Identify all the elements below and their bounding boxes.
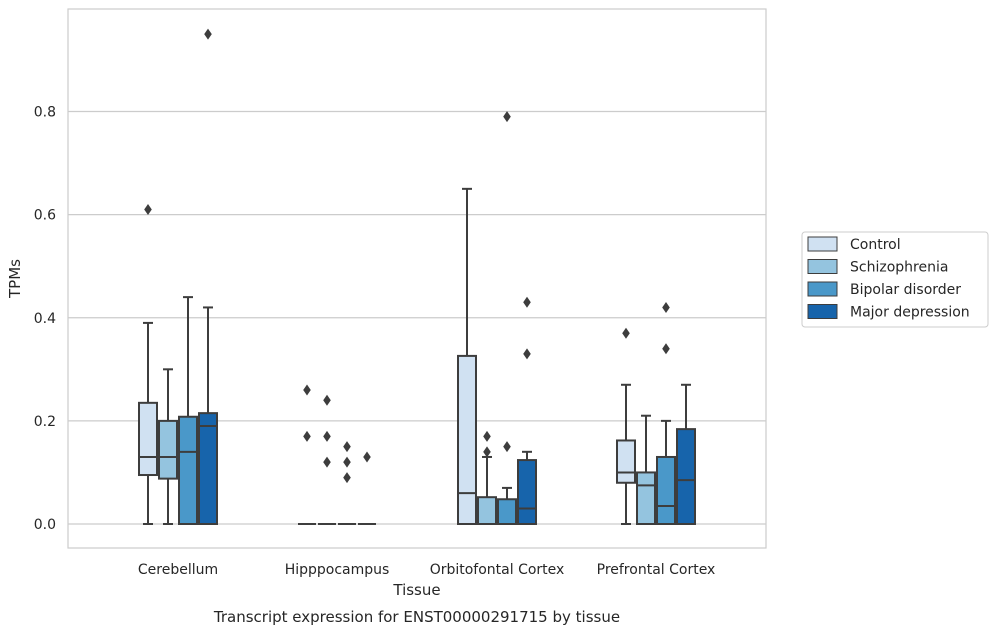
legend-swatch: [807, 259, 838, 274]
outlier-point: [343, 456, 351, 468]
outlier-point: [662, 343, 670, 355]
box-group: [636, 414, 656, 525]
box-group: [358, 451, 376, 525]
box-iqr: [636, 471, 656, 525]
legend-swatch: [807, 304, 838, 319]
box-group: [198, 28, 218, 525]
x-tick-label: Prefrontal Cortex: [597, 562, 716, 578]
outlier-point: [323, 430, 331, 442]
box-group: [517, 296, 537, 525]
plot-frame: [67, 8, 767, 549]
chart-caption: Transcript expression for ENST0000029171…: [213, 608, 620, 626]
outlier-point: [662, 301, 670, 313]
outlier-point: [483, 446, 491, 458]
box-iqr: [676, 428, 696, 525]
legend-swatch: [807, 236, 838, 252]
y-axis-title: TPMs: [6, 259, 24, 299]
box-iqr: [198, 412, 218, 525]
box-iqr: [178, 415, 198, 525]
box-group: [477, 430, 497, 525]
y-tick-label: 0.2: [34, 414, 56, 430]
box-iqr: [477, 496, 497, 525]
y-tick-label: 0.4: [34, 311, 56, 327]
box-group: [676, 383, 696, 525]
outlier-point: [622, 327, 630, 339]
legend-swatch: [807, 281, 838, 297]
box-group: [318, 394, 336, 525]
x-axis-title: Tissue: [392, 581, 440, 599]
outlier-point: [363, 451, 371, 463]
outlier-point: [144, 203, 152, 215]
box-iqr: [497, 498, 517, 525]
box-iqr: [158, 419, 178, 480]
x-tick-label: Orbitofontal Cortex: [430, 562, 565, 578]
outlier-point: [303, 430, 311, 442]
box-group: [158, 368, 178, 525]
box-group: [138, 203, 158, 525]
box-group: [457, 187, 477, 525]
legend-label: Major depression: [850, 305, 970, 321]
outlier-point: [323, 394, 331, 406]
box-group: [656, 301, 676, 525]
x-tick-label: Cerebellum: [138, 562, 218, 578]
outlier-point: [343, 441, 351, 453]
box-iqr: [656, 455, 676, 525]
box-group: [178, 296, 198, 525]
box-group: [497, 111, 517, 525]
legend-label: Control: [850, 237, 901, 253]
outlier-point: [503, 441, 511, 453]
box-group: [616, 327, 636, 525]
legend-frame: [801, 231, 989, 328]
box-group: [298, 384, 316, 525]
y-tick-label: 0.6: [34, 208, 56, 224]
box-group: [338, 441, 356, 525]
outlier-point: [523, 348, 531, 360]
legend-label: Schizophrenia: [850, 260, 948, 276]
outlier-point: [343, 472, 351, 484]
outlier-point: [323, 456, 331, 468]
y-tick-label: 0.8: [34, 105, 56, 121]
box-iqr: [457, 354, 477, 525]
outlier-point: [503, 111, 511, 123]
legend-items: Control Schizophrenia Bipolar disorder Majo…: [807, 236, 970, 321]
legend: Control Schizophrenia Bipolar disorder Majo…: [801, 231, 989, 328]
y-axis-ticks: 0.0 0.2 0.4 0.6 0.8: [34, 105, 56, 534]
outlier-point: [303, 384, 311, 396]
outlier-point: [483, 430, 491, 442]
box-series: [138, 28, 696, 525]
box-iqr: [616, 439, 636, 484]
x-axis-ticks: Cerebellum Hipppocampus Orbitofontal Corte…: [138, 562, 715, 578]
box-iqr: [138, 401, 158, 477]
outlier-point: [204, 28, 212, 40]
outlier-point: [523, 296, 531, 308]
x-tick-label: Hipppocampus: [285, 562, 390, 578]
box-iqr: [517, 459, 537, 525]
y-tick-label: 0.0: [34, 517, 56, 533]
legend-label: Bipolar disorder: [850, 282, 961, 298]
